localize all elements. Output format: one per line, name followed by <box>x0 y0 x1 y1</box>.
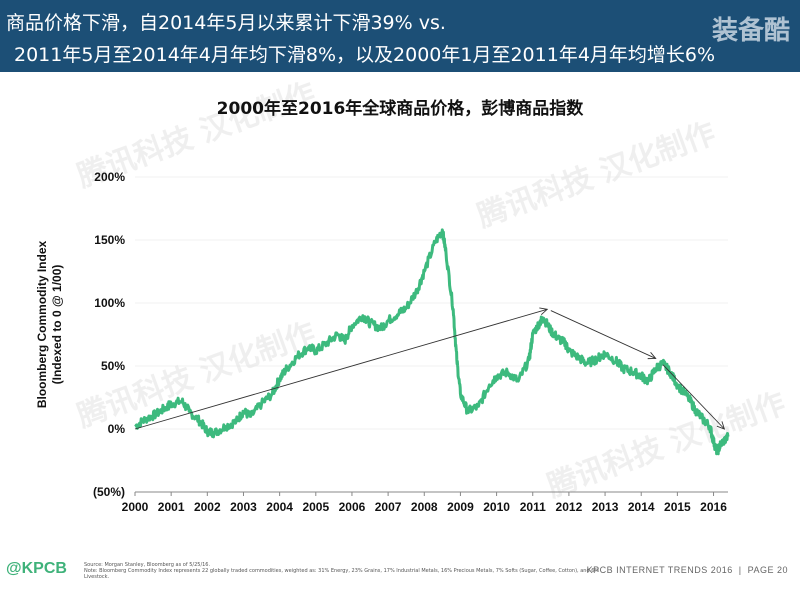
brand-logo-icon: 装备酷 <box>711 16 790 46</box>
arrow-head-icon <box>716 421 726 430</box>
x-tick-label: 2014 <box>628 500 655 514</box>
x-tick-label: 2016 <box>700 500 727 514</box>
y-tick-label: (50%) <box>93 485 125 499</box>
page-footer: KPCB INTERNET TRENDS 2016 | PAGE 20 <box>586 565 788 575</box>
trend-arrow-line <box>550 310 656 359</box>
x-tick-label: 2000 <box>122 500 149 514</box>
y-tick-label: 100% <box>94 296 125 310</box>
x-tick-label: 2002 <box>194 500 221 514</box>
y-tick-label: 50% <box>101 359 125 373</box>
y-tick-label: 200% <box>94 170 125 184</box>
x-tick-label: 2012 <box>556 500 583 514</box>
x-tick-label: 2006 <box>339 500 366 514</box>
chart-title: 2000年至2016年全球商品价格，彭博商品指数 <box>216 99 584 119</box>
source-line: Source: Morgan Stanley, Bloomberg as of … <box>84 562 211 568</box>
x-tick-label: 2003 <box>230 500 257 514</box>
y-axis-label: Bloomberg Commodity Index (Indexed to 0 … <box>35 241 64 409</box>
y-tick-label: 150% <box>94 233 125 247</box>
header-title-line-2: 2011年5月至2014年4月年均下滑8%，以及2000年1月至2011年4月年… <box>14 44 716 66</box>
x-tick-label: 2007 <box>375 500 402 514</box>
arrow-head-icon <box>647 351 657 360</box>
trend-arrows <box>134 307 726 430</box>
trend-arrow-line <box>662 364 725 430</box>
x-tick-label: 2011 <box>520 500 546 514</box>
kpcb-brand: @KPCB <box>6 560 67 577</box>
x-tick-label: 2013 <box>592 500 619 514</box>
x-tick-label: 2004 <box>266 500 293 514</box>
x-tick-label: 2010 <box>483 500 510 514</box>
x-tick-label: 2005 <box>302 500 329 514</box>
arrow-head-icon <box>539 307 549 315</box>
source-note: Source: Morgan Stanley, Bloomberg as of … <box>84 562 604 580</box>
x-tick-label: 2001 <box>158 500 185 514</box>
report-name: KPCB INTERNET TRENDS 2016 <box>586 565 733 575</box>
page-number: PAGE 20 <box>747 565 788 575</box>
series-line <box>134 228 730 456</box>
y-axis-label-line-1: Bloomberg Commodity Index <box>35 241 49 409</box>
note-line: Note: Bloomberg Commodity Index represen… <box>84 568 600 580</box>
slide-header: 商品价格下滑，自2014年5月以来累计下滑39% vs. 2011年5月至201… <box>0 0 800 72</box>
y-axis-ticks: (50%) 0% 50% 100% 150% 200% <box>93 170 728 499</box>
y-tick-label: 0% <box>108 422 126 436</box>
x-axis-ticks: 2000 2001 2002 2003 2004 2005 2006 2007 2008 2009… <box>122 492 727 514</box>
header-title-line-1: 商品价格下滑，自2014年5月以来累计下滑39% vs. <box>6 12 446 34</box>
x-tick-label: 2008 <box>411 500 438 514</box>
trend-arrow-line <box>134 308 548 430</box>
x-tick-label: 2009 <box>447 500 474 514</box>
x-tick-label: 2015 <box>664 500 691 514</box>
y-axis-label-line-2: (Indexed to 0 @ 1/00) <box>50 265 64 385</box>
